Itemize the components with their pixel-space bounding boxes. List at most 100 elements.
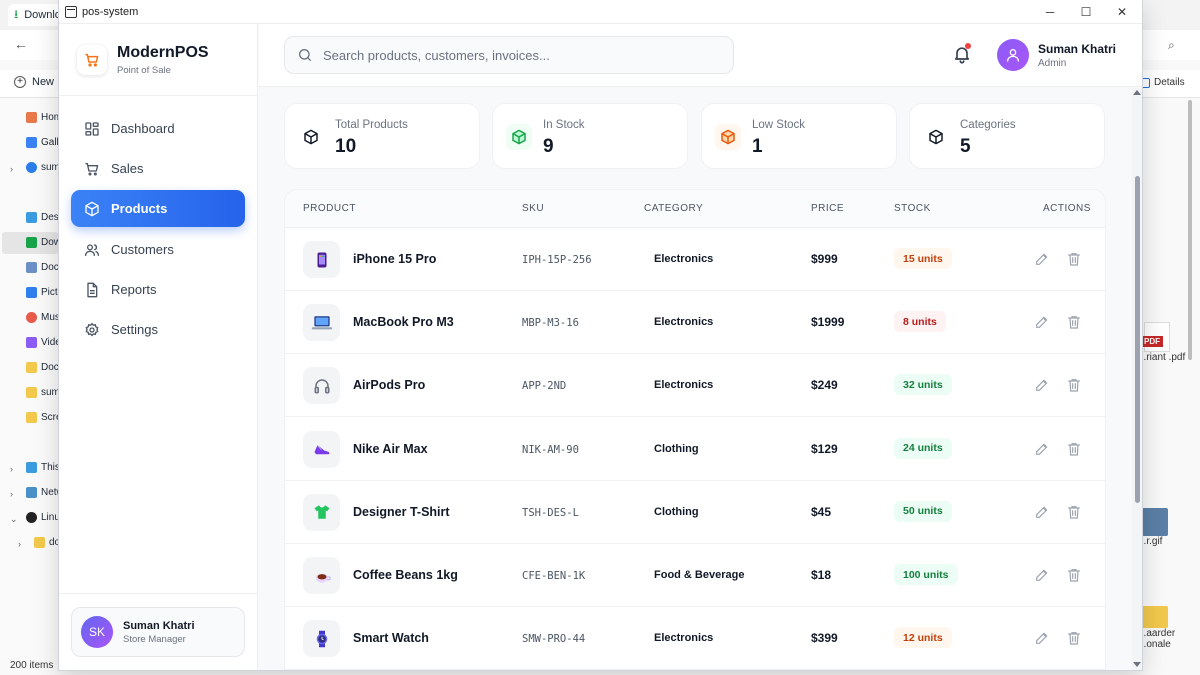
back-arrow-icon[interactable]: ← <box>14 36 28 52</box>
user-card[interactable]: SK Suman Khatri Store Manager <box>71 607 245 657</box>
download-icon: ⭳ <box>14 6 19 21</box>
explorer-nav-label: Documents <box>41 262 60 273</box>
avatar[interactable] <box>997 39 1029 71</box>
table-row[interactable]: Smart Watch SMW-PRO-44 Electronics $399 12 u… <box>285 607 1105 670</box>
file-item-folder[interactable]: ...aarder ...onale <box>1138 606 1200 650</box>
explorer-nav-documents[interactable]: Documents <box>26 262 60 273</box>
divider <box>59 95 258 96</box>
trash-icon[interactable] <box>1066 251 1082 267</box>
tshirt-icon <box>303 493 340 531</box>
computer-icon <box>26 462 37 473</box>
file-name: ...r.gif <box>1138 536 1163 547</box>
bell-icon[interactable] <box>952 44 972 64</box>
edit-icon[interactable] <box>1034 314 1050 330</box>
explorer-nav-desktop[interactable]: Desktop <box>26 212 60 223</box>
pdf-file-icon: PDF <box>1141 322 1170 352</box>
explorer-scrollbar[interactable] <box>1188 100 1192 360</box>
edit-icon[interactable] <box>1034 504 1050 520</box>
product-name: iPhone 15 Pro <box>353 252 437 266</box>
edit-icon[interactable] <box>1034 251 1050 267</box>
table-row[interactable]: Nike Air Max NIK-AM-90 Clothing $129 24 unit… <box>285 418 1105 481</box>
explorer-nav-home[interactable]: Home <box>26 112 60 123</box>
nav-item-settings[interactable]: Settings <box>71 311 245 348</box>
explorer-nav-network[interactable]: Network <box>26 487 60 498</box>
table-row[interactable]: AirPods Pro APP-2ND Electronics $249 32 unit… <box>285 354 1105 418</box>
nav-item-reports[interactable]: Reports <box>71 271 245 308</box>
trash-icon[interactable] <box>1066 630 1082 646</box>
explorer-nav-gallery[interactable]: Gallery <box>26 137 60 148</box>
main-scrollbar[interactable] <box>1132 88 1142 670</box>
explorer-nav-docker[interactable]: docker <box>34 537 60 548</box>
edit-icon[interactable] <box>1034 567 1050 583</box>
column-header-price[interactable]: PRICE <box>811 203 845 214</box>
edit-icon[interactable] <box>1034 630 1050 646</box>
explorer-nav-folder[interactable]: suman <box>26 387 60 398</box>
trash-icon[interactable] <box>1066 504 1082 520</box>
column-header-category[interactable]: CATEGORY <box>644 203 704 214</box>
close-icon[interactable]: ✕ <box>1116 5 1128 19</box>
window-titlebar[interactable]: pos-system ─ ☐ ✕ <box>59 0 1142 24</box>
product-sku: IPH-15P-256 <box>522 254 592 266</box>
expand-chevron-icon[interactable]: › <box>10 489 13 499</box>
column-header-stock[interactable]: STOCK <box>894 203 931 214</box>
table-row[interactable]: MacBook Pro M3 MBP-M3-16 Electronics $1999 8… <box>285 291 1105 355</box>
table-row[interactable]: Designer T-Shirt TSH-DES-L Clothing $45 50 u… <box>285 481 1105 544</box>
details-button[interactable]: Details <box>1140 77 1185 88</box>
nav-item-sales[interactable]: Sales <box>71 150 245 187</box>
maximize-icon[interactable]: ☐ <box>1080 5 1092 19</box>
explorer-nav-folder[interactable]: Screenshots <box>26 412 60 423</box>
expand-chevron-icon[interactable]: › <box>10 464 13 474</box>
stock-badge: 15 units <box>894 248 952 269</box>
trash-icon[interactable] <box>1066 441 1082 457</box>
file-item-pdf[interactable]: PDF ...riant .pdf <box>1138 322 1200 363</box>
product-name: MacBook Pro M3 <box>353 315 454 330</box>
scrollbar-thumb[interactable] <box>1135 176 1140 503</box>
search-input[interactable] <box>323 47 723 63</box>
table-row[interactable]: iPhone 15 Pro IPH-15P-256 Electronics $999 1… <box>285 228 1105 291</box>
explorer-nav-pictures[interactable]: Pictures <box>26 287 60 298</box>
table-row[interactable]: Coffee Beans 1kg CFE-BEN-1K Food & Beverag… <box>285 544 1105 607</box>
header-user-role: Admin <box>1038 58 1067 69</box>
search-icon[interactable]: ⌕ <box>1168 38 1175 52</box>
product-sku: CFE-BEN-1K <box>522 570 586 582</box>
explorer-nav-linux[interactable]: Linux <box>26 512 60 523</box>
column-header-product[interactable]: PRODUCT <box>303 203 356 214</box>
collapse-chevron-icon[interactable]: ⌄ <box>10 514 18 524</box>
explorer-nav-downloads[interactable]: Downloads <box>26 237 60 248</box>
network-icon <box>26 487 37 498</box>
explorer-nav-onedrive[interactable]: suman <box>26 162 60 173</box>
trash-icon[interactable] <box>1066 314 1082 330</box>
edit-icon[interactable] <box>1034 441 1050 457</box>
column-header-sku[interactable]: SKU <box>522 203 545 214</box>
stock-badge: 100 units <box>894 564 958 585</box>
stat-label: Total Products <box>335 119 408 131</box>
explorer-nav-label: Linux <box>41 512 60 523</box>
nav-item-customers[interactable]: Customers <box>71 231 245 268</box>
expand-chevron-icon[interactable]: › <box>18 539 21 549</box>
edit-icon[interactable] <box>1034 377 1050 393</box>
notification-dot <box>965 43 971 49</box>
linux-icon <box>26 512 37 523</box>
product-category: Electronics <box>654 632 714 645</box>
product-price: $129 <box>811 441 838 456</box>
explorer-tab[interactable]: ⭳ Downloads <box>8 4 68 26</box>
file-item-gif[interactable]: ...r.gif <box>1138 508 1200 547</box>
explorer-nav-music[interactable]: Music <box>26 312 60 323</box>
new-button[interactable]: + New <box>14 76 54 88</box>
nav-item-products[interactable]: Products <box>71 190 245 227</box>
scroll-down-icon[interactable] <box>1133 662 1141 667</box>
nav-item-dashboard[interactable]: Dashboard <box>71 110 245 147</box>
explorer-nav-videos[interactable]: Videos <box>26 337 60 348</box>
trash-icon[interactable] <box>1066 377 1082 393</box>
stock-badge: 32 units <box>894 374 952 396</box>
search-bar[interactable] <box>284 36 734 74</box>
folder-icon <box>1140 606 1168 628</box>
expand-chevron-icon[interactable]: › <box>10 164 13 174</box>
minimize-icon[interactable]: ─ <box>1045 5 1055 19</box>
file-icon <box>87 282 98 297</box>
trash-icon[interactable] <box>1066 567 1082 583</box>
explorer-nav-folder[interactable]: Documents <box>26 362 60 373</box>
scroll-up-icon[interactable] <box>1133 90 1141 95</box>
grid-icon <box>85 121 99 136</box>
explorer-nav-this-pc[interactable]: This PC <box>26 462 60 473</box>
